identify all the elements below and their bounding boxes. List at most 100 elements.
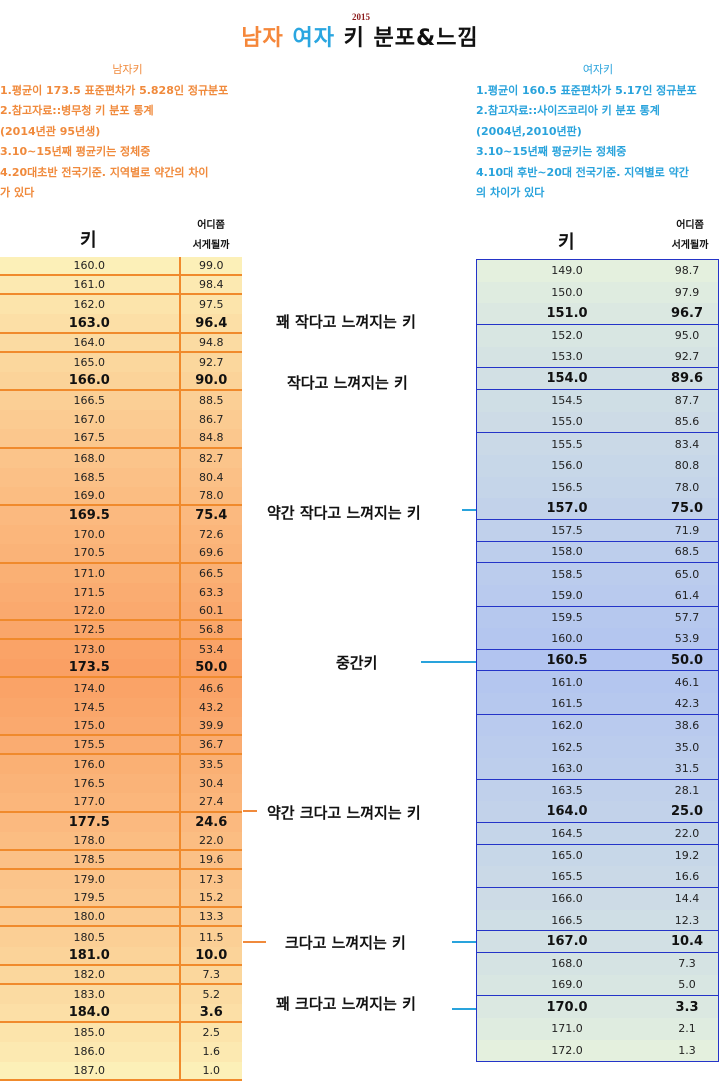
table-row: 154.0 89.6	[477, 368, 718, 390]
table-row: 174.0 46.6	[0, 678, 242, 698]
table-row: 167.0 10.4	[477, 931, 718, 953]
height-cell: 163.5	[551, 784, 583, 798]
percentile-cell: 65.0	[674, 567, 700, 581]
height-cell: 167.0	[546, 934, 588, 950]
height-cell: 186.0	[73, 1045, 106, 1059]
height-cell: 163.0	[68, 315, 110, 331]
table-row: 186.0 1.6	[0, 1042, 242, 1062]
table-row: 155.0 85.6	[477, 411, 718, 434]
label-tall: 크다고 느껴지는 키	[285, 934, 406, 952]
height-cell: 156.0	[551, 459, 583, 473]
height-cell: 179.0	[73, 873, 106, 887]
title-male: 남자	[241, 26, 284, 51]
height-cell: 174.5	[73, 700, 106, 714]
height-cell: 160.5	[546, 652, 588, 668]
height-cell: 168.5	[73, 470, 106, 484]
male-note-line: 가 있다	[0, 186, 35, 199]
percentile-cell: 2.5	[178, 1023, 242, 1043]
height-cell: 173.5	[68, 660, 110, 676]
percentile-cell: 71.9	[674, 523, 700, 537]
female-note-line: 의 차이가 있다	[476, 186, 545, 199]
table-row: 173.5 50.0	[0, 659, 242, 679]
percentile-cell: 87.7	[674, 394, 700, 408]
connector-line	[243, 810, 257, 812]
height-cell: 176.5	[73, 777, 106, 791]
percentile-cell: 28.1	[674, 784, 700, 798]
female-rank-header: 어디쯤 서게될까	[660, 216, 720, 256]
percentile-cell: 53.4	[178, 640, 242, 660]
label-slightly-tall: 약간 크다고 느껴지는 키	[267, 804, 421, 822]
percentile-cell: 98.4	[178, 276, 242, 294]
percentile-cell: 88.5	[178, 391, 242, 411]
connector-line	[421, 661, 476, 663]
table-row: 170.0 3.3	[477, 996, 718, 1018]
height-cell: 172.0	[551, 1043, 583, 1057]
height-cell: 162.0	[73, 298, 106, 312]
percentile-cell: 63.3	[178, 582, 242, 602]
table-row: 172.0 60.1	[0, 601, 242, 621]
table-row: 162.0 97.5	[0, 295, 242, 315]
height-cell: 171.0	[551, 1022, 583, 1036]
female-notes: 여자키 1.평균이 160.5 표준편차가 5.17인 정규분포 2.참고자료:…	[476, 60, 720, 204]
percentile-cell: 98.7	[674, 264, 700, 278]
table-row: 167.0 86.7	[0, 410, 242, 430]
percentile-cell: 78.0	[674, 480, 700, 494]
table-row: 177.5 24.6	[0, 812, 242, 832]
table-row: 175.5 36.7	[0, 735, 242, 756]
table-row: 170.0 72.6	[0, 525, 242, 545]
percentile-cell: 97.5	[178, 295, 242, 315]
table-row: 180.0 13.3	[0, 908, 242, 928]
percentile-cell: 35.0	[674, 740, 700, 754]
height-cell: 157.0	[546, 501, 588, 517]
title-female: 여자	[292, 26, 335, 51]
table-row: 160.0 53.9	[477, 628, 718, 650]
height-cell: 181.0	[68, 947, 110, 963]
percentile-cell: 1.0	[178, 1061, 242, 1079]
table-row: 161.0 98.4	[0, 276, 242, 296]
table-row: 166.5 12.3	[477, 909, 718, 932]
height-cell: 168.0	[551, 957, 583, 971]
percentile-cell: 83.4	[674, 437, 700, 451]
table-row: 153.0 92.7	[477, 346, 718, 369]
label-very-short: 꽤 작다고 느껴지는 키	[276, 313, 416, 331]
percentile-cell: 24.6	[178, 812, 242, 832]
height-cell: 180.5	[73, 930, 106, 944]
height-cell: 159.0	[551, 588, 583, 602]
percentile-cell: 5.0	[678, 978, 696, 992]
height-cell: 169.0	[551, 978, 583, 992]
height-cell: 170.0	[546, 999, 588, 1015]
table-row: 172.5 56.8	[0, 620, 242, 641]
height-cell: 187.0	[73, 1063, 106, 1077]
height-cell: 170.5	[73, 546, 106, 560]
height-cell: 179.5	[73, 891, 106, 905]
percentile-cell: 86.7	[178, 410, 242, 430]
percentile-cell: 17.3	[178, 870, 242, 890]
title-rest: 키 분포&느낌	[343, 26, 479, 51]
table-row: 168.5 80.4	[0, 467, 242, 487]
percentile-cell: 56.8	[178, 620, 242, 639]
height-cell: 160.0	[551, 631, 583, 645]
table-row: 163.0 96.4	[0, 314, 242, 334]
percentile-cell: 61.4	[674, 588, 700, 602]
table-row: 160.5 50.0	[477, 649, 718, 672]
height-cell: 172.5	[73, 623, 106, 637]
table-row: 187.0 1.0	[0, 1061, 242, 1081]
table-row: 170.5 69.6	[0, 544, 242, 564]
female-note-line: 2.참고자료::사이즈코리아 키 분포 통계	[476, 104, 660, 117]
female-height-header: 키	[558, 232, 575, 253]
height-cell: 172.0	[73, 603, 106, 617]
table-row: 163.5 28.1	[477, 779, 718, 802]
height-cell: 178.0	[73, 833, 106, 847]
percentile-cell: 69.6	[178, 544, 242, 562]
percentile-cell: 50.0	[670, 652, 704, 668]
table-row: 166.5 88.5	[0, 391, 242, 411]
height-cell: 160.0	[73, 259, 106, 273]
height-cell: 173.0	[73, 643, 106, 657]
height-cell: 169.0	[73, 488, 106, 502]
percentile-cell: 92.7	[178, 352, 242, 372]
table-row: 164.0 94.8	[0, 333, 242, 353]
percentile-cell: 43.2	[178, 697, 242, 717]
height-cell: 150.0	[551, 285, 583, 299]
height-cell: 163.0	[551, 761, 583, 775]
height-cell: 162.0	[551, 719, 583, 733]
